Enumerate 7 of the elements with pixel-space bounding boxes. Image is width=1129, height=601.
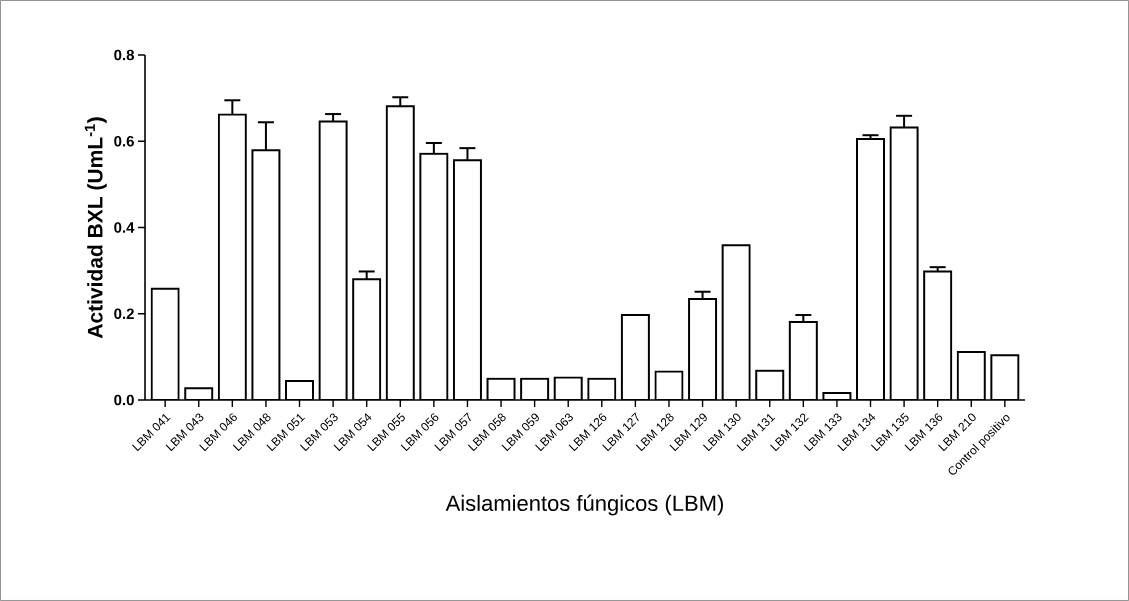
y-tick-label: 0.0 [114,394,134,406]
y-axis-title: Actividad BXL (UmL$^{-1}$) [84,117,107,339]
x-axis-title: Aislamientos fúngicos (LBM) [445,494,723,516]
y-tick-label: 0.6 [114,135,134,147]
y-tick-label: 0.2 [114,308,134,320]
y-tick-label: 0.4 [114,222,135,233]
y-tick-label: 0.8 [114,49,135,61]
